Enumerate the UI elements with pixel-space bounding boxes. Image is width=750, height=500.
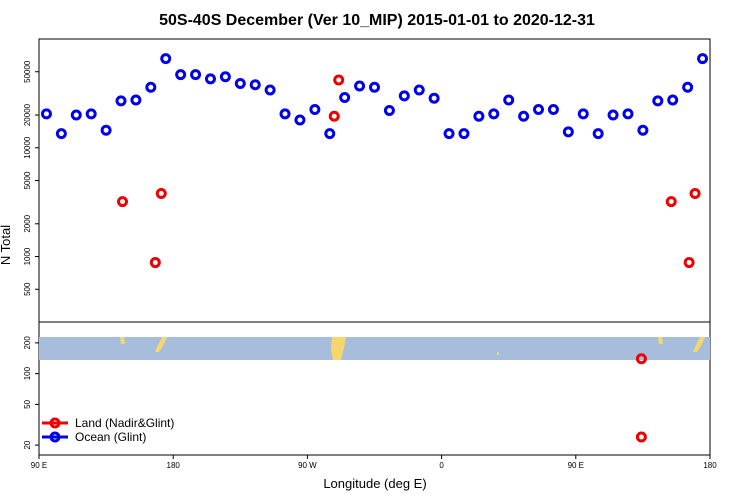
- bottom-y-tick-label: 50: [23, 399, 32, 408]
- ocean-point: [100, 124, 112, 136]
- x-tick-label: 90 E: [31, 461, 47, 470]
- ocean-point: [309, 103, 321, 115]
- ocean-point: [70, 109, 82, 121]
- ocean-point: [249, 79, 261, 91]
- ocean-point: [40, 108, 52, 120]
- bottom-y-tick-label: 200: [23, 336, 32, 350]
- ocean-point: [652, 95, 664, 107]
- ocean-point: [234, 77, 246, 89]
- ocean-point: [697, 53, 709, 65]
- top-y-tick-label: 10000: [23, 136, 32, 159]
- ocean-point: [145, 81, 157, 93]
- ocean-point: [428, 92, 440, 104]
- land-map-shape: [497, 352, 499, 355]
- land-point: [665, 196, 677, 208]
- land-point: [635, 353, 647, 365]
- land-point: [689, 187, 701, 199]
- legend-ocean-label: Ocean (Glint): [75, 430, 146, 444]
- ocean-point: [607, 109, 619, 121]
- ocean-point: [264, 84, 276, 96]
- land-point: [683, 257, 695, 269]
- ocean-point: [488, 108, 500, 120]
- ocean-point: [219, 71, 231, 83]
- top-y-tick-label: 2000: [23, 214, 32, 232]
- ocean-point: [204, 73, 216, 85]
- land-map-shape: [155, 337, 167, 352]
- ocean-point: [160, 53, 172, 65]
- x-axis: 90 E 180 90 W 0 90 E 180: [31, 455, 717, 470]
- ocean-point: [473, 110, 485, 122]
- ocean-point: [682, 81, 694, 93]
- legend-ocean-marker: [49, 431, 61, 443]
- ocean-point: [592, 128, 604, 140]
- land-map-shape: [693, 337, 705, 352]
- land-map-shape: [658, 337, 663, 344]
- ocean-point: [637, 124, 649, 136]
- ocean-point: [190, 69, 202, 81]
- ocean-map-strip: [39, 337, 710, 360]
- x-tick-label: 0: [439, 461, 444, 470]
- x-tick-label: 180: [703, 461, 717, 470]
- ocean-point: [383, 105, 395, 117]
- ocean-point: [55, 128, 67, 140]
- ocean-point: [130, 94, 142, 106]
- land-map-shape: [331, 337, 346, 360]
- chart-title: 50S-40S December (Ver 10_MIP) 2015-01-01…: [159, 12, 595, 29]
- ocean-point: [622, 108, 634, 120]
- x-tick-label: 90 E: [568, 461, 584, 470]
- ocean-point: [398, 90, 410, 102]
- legend-land-label: Land (Nadir&Glint): [75, 416, 174, 430]
- x-axis-label: Longitude (deg E): [323, 476, 426, 491]
- ocean-point: [175, 69, 187, 81]
- ocean-point: [324, 128, 336, 140]
- ocean-point: [533, 103, 545, 115]
- land-point: [333, 74, 345, 86]
- x-tick-label: 180: [167, 461, 181, 470]
- top-panel: 500 1000 2000 5000 10000 20000 50000: [23, 38, 711, 456]
- ocean-point: [279, 108, 291, 120]
- bottom-panel: 20 50 100 200: [23, 336, 710, 450]
- bottom-y-tick-label: 20: [23, 440, 32, 449]
- ocean-point: [115, 95, 127, 107]
- land-point: [635, 431, 647, 443]
- ocean-point: [577, 108, 589, 120]
- plot-frame: [38, 38, 711, 456]
- x-tick-label: 90 W: [298, 461, 317, 470]
- legend: Land (Nadir&Glint) Ocean (Glint): [42, 416, 174, 444]
- top-y-tick-label: 500: [23, 282, 32, 296]
- land-map-shape: [120, 337, 125, 344]
- top-y-tick-label: 1000: [23, 247, 32, 265]
- ocean-point: [339, 91, 351, 103]
- ocean-point: [413, 84, 425, 96]
- ocean-point: [458, 128, 470, 140]
- land-point: [149, 257, 161, 269]
- land-point: [155, 187, 167, 199]
- ocean-point: [667, 94, 679, 106]
- ocean-point: [369, 81, 380, 93]
- ocean-point: [547, 103, 559, 115]
- ocean-point: [518, 110, 530, 122]
- ocean-point: [354, 80, 366, 92]
- top-y-tick-label: 5000: [23, 171, 32, 189]
- land-point: [328, 110, 340, 122]
- legend-land-marker: [49, 417, 61, 429]
- top-y-tick-label: 20000: [23, 103, 32, 126]
- ocean-point: [443, 128, 455, 140]
- ocean-point: [503, 94, 515, 106]
- ocean-point: [294, 114, 306, 126]
- top-y-tick-label: 50000: [23, 60, 32, 83]
- ocean-point: [562, 126, 574, 138]
- bottom-y-tick-label: 100: [23, 366, 32, 380]
- y-axis-label: N Total: [0, 225, 13, 265]
- ocean-point: [85, 108, 97, 120]
- land-point: [117, 196, 129, 208]
